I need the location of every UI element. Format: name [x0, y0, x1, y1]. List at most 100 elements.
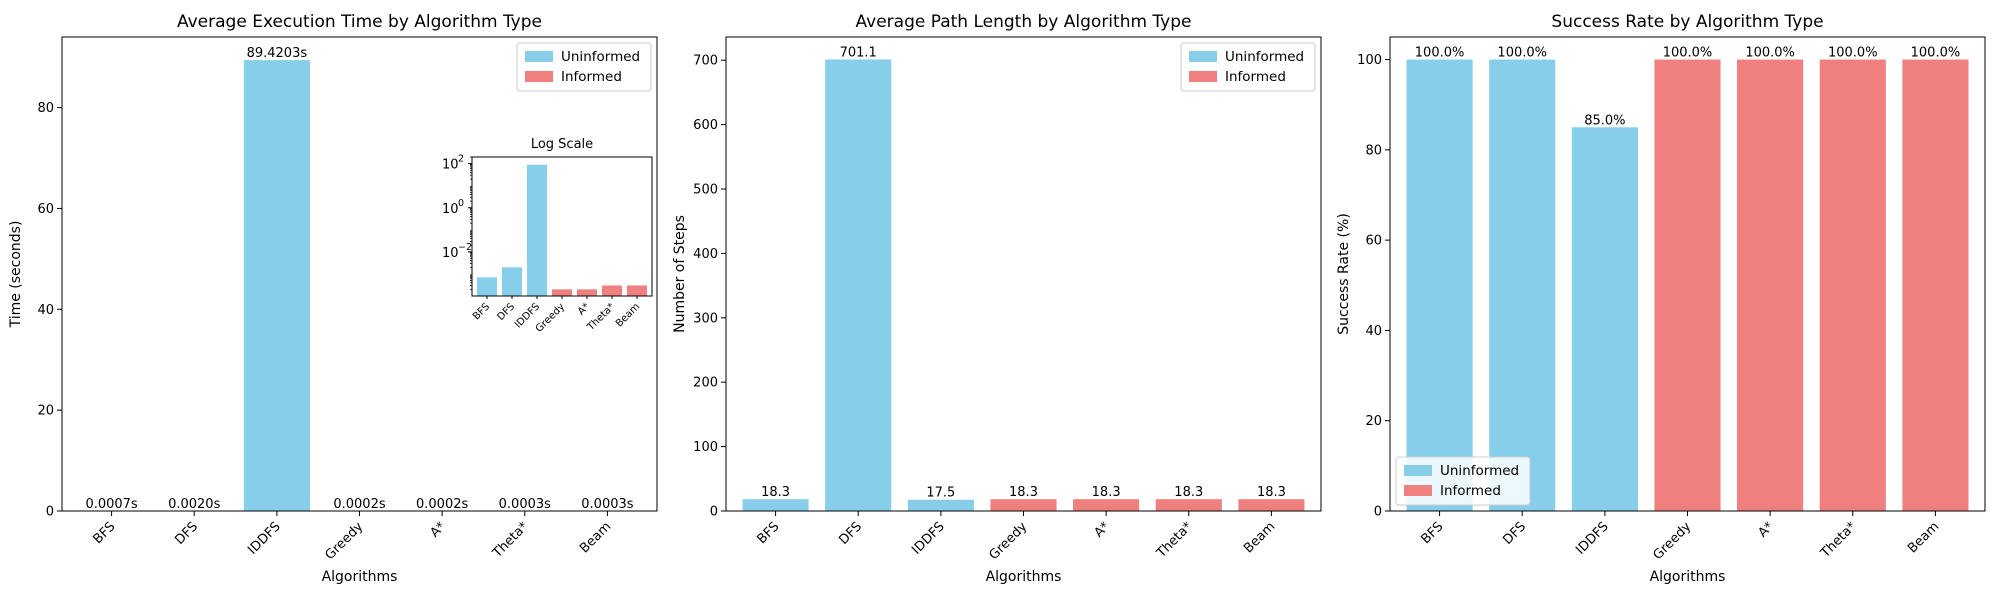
y-tick-label: 600: [693, 118, 718, 133]
data-label: 18.3: [761, 485, 790, 500]
y-axis-label: Time (seconds): [8, 221, 24, 329]
y-tick-label: 100: [1357, 53, 1382, 68]
x-tick-label: BFS: [91, 519, 119, 547]
bar-a-star: [1073, 499, 1140, 511]
inset-y-tick-base: 10: [442, 202, 459, 217]
chart-panel-1: Average Execution Time by Algorithm Type…: [8, 12, 658, 585]
inset-x-tick-label: A*: [576, 301, 592, 317]
y-tick-label: 0: [1374, 505, 1382, 520]
axes-frame: [725, 36, 1322, 512]
legend: Uninformed Informed: [1180, 42, 1316, 92]
inset-bar-theta-star: [602, 285, 622, 296]
chart-title: Average Execution Time by Algorithm Type: [177, 12, 542, 32]
bar-iddfs: [243, 60, 310, 511]
y-tick-label: 60: [37, 202, 54, 217]
x-tick-label: A*: [1755, 519, 1777, 541]
bar-iddfs: [1571, 127, 1638, 512]
x-tick-label: Theta*: [1153, 519, 1196, 562]
legend-label-informed: Informed: [1440, 483, 1501, 499]
y-tick-label: 200: [693, 376, 718, 391]
inset-bar-bfs: [477, 277, 497, 296]
x-tick-label: Greedy: [986, 519, 1030, 563]
y-tick-label: 500: [693, 182, 718, 197]
inset-x-tick-label: DFS: [495, 301, 517, 323]
x-tick-label: Beam: [1241, 519, 1278, 556]
x-tick-label: IDDFS: [1573, 519, 1611, 557]
data-label: 701.1: [840, 45, 877, 60]
inset-y-tick-label: 10 2: [442, 154, 464, 173]
bar-beam: [1902, 59, 1969, 511]
bar-dfs: [825, 59, 892, 512]
data-label: 18.3: [1009, 485, 1038, 500]
y-tick-label: 80: [1365, 143, 1382, 158]
data-label: 0.0002s: [333, 497, 385, 512]
legend-swatch-uninformed: [1404, 465, 1432, 476]
x-tick-label: DFS: [836, 519, 865, 548]
y-tick-label: 60: [1365, 234, 1382, 249]
x-axis-label: Algorithms: [322, 569, 398, 585]
y-tick-label: 400: [693, 247, 718, 262]
legend-label-uninformed: Uninformed: [1440, 463, 1519, 479]
y-tick-label: 0: [710, 505, 718, 520]
data-label: 0.0003s: [581, 497, 633, 512]
data-label: 18.3: [1092, 485, 1121, 500]
inset-bar-a-star: [577, 289, 597, 296]
inset-x-tick-label: BFS: [471, 301, 492, 322]
legend: Uninformed Informed: [1395, 456, 1531, 506]
y-tick-label: 700: [693, 54, 718, 69]
data-label: 18.3: [1257, 485, 1286, 500]
legend-swatch-uninformed: [525, 51, 553, 62]
bar-theta-star: [1819, 59, 1886, 511]
bar-dfs: [1489, 59, 1556, 511]
y-axis-label: Number of Steps: [672, 215, 688, 333]
legend: Uninformed Informed: [516, 42, 652, 92]
y-tick-label: 40: [37, 303, 54, 318]
y-tick-label: 100: [693, 440, 718, 455]
inset-y-tick-base: 10: [442, 158, 459, 173]
inset-bar-greedy: [552, 289, 572, 296]
inset-background: [472, 157, 652, 296]
y-axis-label: Success Rate (%): [1336, 213, 1352, 335]
chart-panel-2: Average Path Length by Algorithm Type 18.…: [672, 12, 1322, 585]
legend-swatch-informed: [525, 71, 553, 82]
inset-y-tick-exp: 2: [458, 154, 464, 165]
bar-beam: [1238, 499, 1305, 511]
x-tick-label: Theta*: [1817, 519, 1860, 562]
data-label: 0.0002s: [416, 497, 468, 512]
data-label: 100.0%: [1415, 46, 1465, 61]
inset-x-tick-label: Beam: [614, 301, 642, 329]
data-label: 0.0020s: [168, 497, 220, 512]
inset-y-tick-base: 10: [442, 246, 459, 261]
data-label: 100.0%: [1911, 46, 1961, 61]
x-tick-label: A*: [1091, 519, 1113, 541]
data-label: 18.3: [1174, 485, 1203, 500]
x-tick-label: IDDFS: [909, 519, 947, 557]
data-label: 85.0%: [1584, 113, 1625, 128]
y-tick-label: 40: [1365, 324, 1382, 339]
data-label: 0.0007s: [85, 497, 137, 512]
legend-swatch-informed: [1189, 71, 1217, 82]
x-tick-label: IDDFS: [245, 519, 283, 557]
data-label: 17.5: [926, 486, 955, 501]
legend-label-uninformed: Uninformed: [1225, 49, 1304, 65]
x-tick-label: DFS: [1500, 519, 1529, 548]
inset-bar-iddfs: [527, 164, 547, 296]
bar-theta-star: [1155, 499, 1222, 511]
inset-y-tick-exp: −2: [458, 242, 472, 253]
chart-title: Average Path Length by Algorithm Type: [856, 12, 1192, 32]
bar-bfs: [742, 499, 809, 511]
chart-panel-3: Success Rate by Algorithm Type 100.0% 100.…: [1336, 12, 1986, 585]
legend-swatch-uninformed: [1189, 51, 1217, 62]
data-label: 100.0%: [1828, 46, 1878, 61]
legend-label-informed: Informed: [561, 69, 622, 85]
x-tick-label: Greedy: [322, 519, 366, 563]
inset-x-tick-label: Theta*: [585, 301, 617, 333]
x-tick-label: A*: [427, 519, 449, 541]
bar-a-star: [1737, 59, 1804, 511]
legend-label-informed: Informed: [1225, 69, 1286, 85]
data-label: 100.0%: [1497, 46, 1547, 61]
y-tick-label: 0: [46, 505, 54, 520]
x-tick-label: Greedy: [1650, 519, 1694, 563]
